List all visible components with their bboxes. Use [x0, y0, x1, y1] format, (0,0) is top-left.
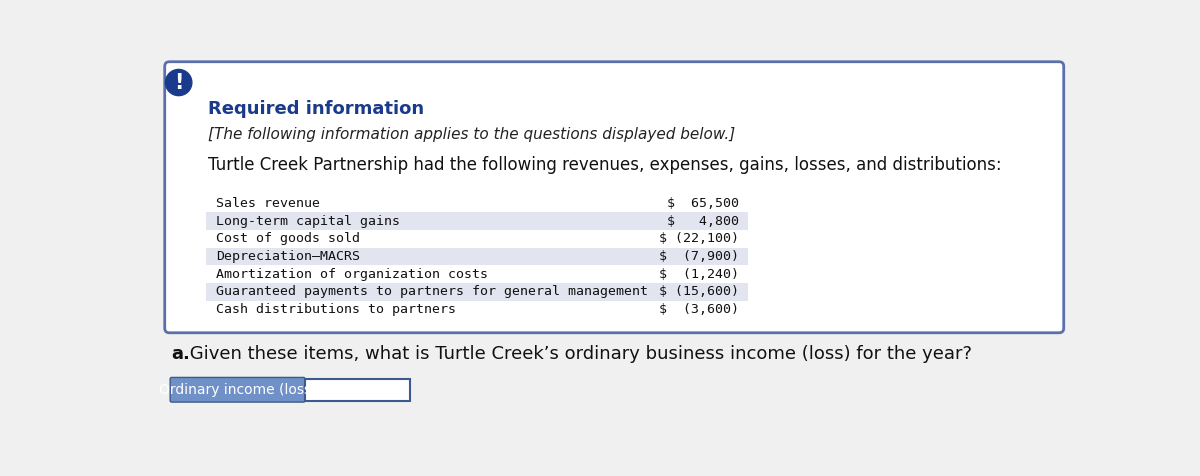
Text: $ (15,600): $ (15,600) — [659, 286, 739, 298]
Text: Given these items, what is Turtle Creek’s ordinary business income (loss) for th: Given these items, what is Turtle Creek’… — [184, 345, 972, 363]
Text: Ordinary income (loss): Ordinary income (loss) — [158, 383, 317, 397]
Text: $  (1,240): $ (1,240) — [659, 268, 739, 281]
Text: $ (22,100): $ (22,100) — [659, 232, 739, 245]
Text: $  (3,600): $ (3,600) — [659, 303, 739, 316]
Circle shape — [166, 69, 192, 96]
Text: Sales revenue: Sales revenue — [216, 197, 320, 210]
FancyBboxPatch shape — [164, 62, 1063, 333]
Text: Cash distributions to partners: Cash distributions to partners — [216, 303, 456, 316]
FancyBboxPatch shape — [170, 377, 305, 402]
Text: Long-term capital gains: Long-term capital gains — [216, 215, 400, 228]
Bar — [206, 283, 749, 301]
Text: $  (7,900): $ (7,900) — [659, 250, 739, 263]
Bar — [206, 248, 749, 266]
Text: Amortization of organization costs: Amortization of organization costs — [216, 268, 488, 281]
Text: [The following information applies to the questions displayed below.]: [The following information applies to th… — [208, 127, 736, 142]
Text: $  65,500: $ 65,500 — [667, 197, 739, 210]
Text: a.: a. — [172, 345, 191, 363]
Bar — [206, 212, 749, 230]
Text: Turtle Creek Partnership had the following revenues, expenses, gains, losses, an: Turtle Creek Partnership had the followi… — [208, 156, 1002, 174]
Text: $   4,800: $ 4,800 — [667, 215, 739, 228]
Text: !: ! — [174, 72, 184, 92]
Text: Guaranteed payments to partners for general management: Guaranteed payments to partners for gene… — [216, 286, 648, 298]
Bar — [305, 379, 409, 400]
Text: Depreciation–MACRS: Depreciation–MACRS — [216, 250, 360, 263]
Text: Cost of goods sold: Cost of goods sold — [216, 232, 360, 245]
Text: Required information: Required information — [208, 100, 425, 119]
